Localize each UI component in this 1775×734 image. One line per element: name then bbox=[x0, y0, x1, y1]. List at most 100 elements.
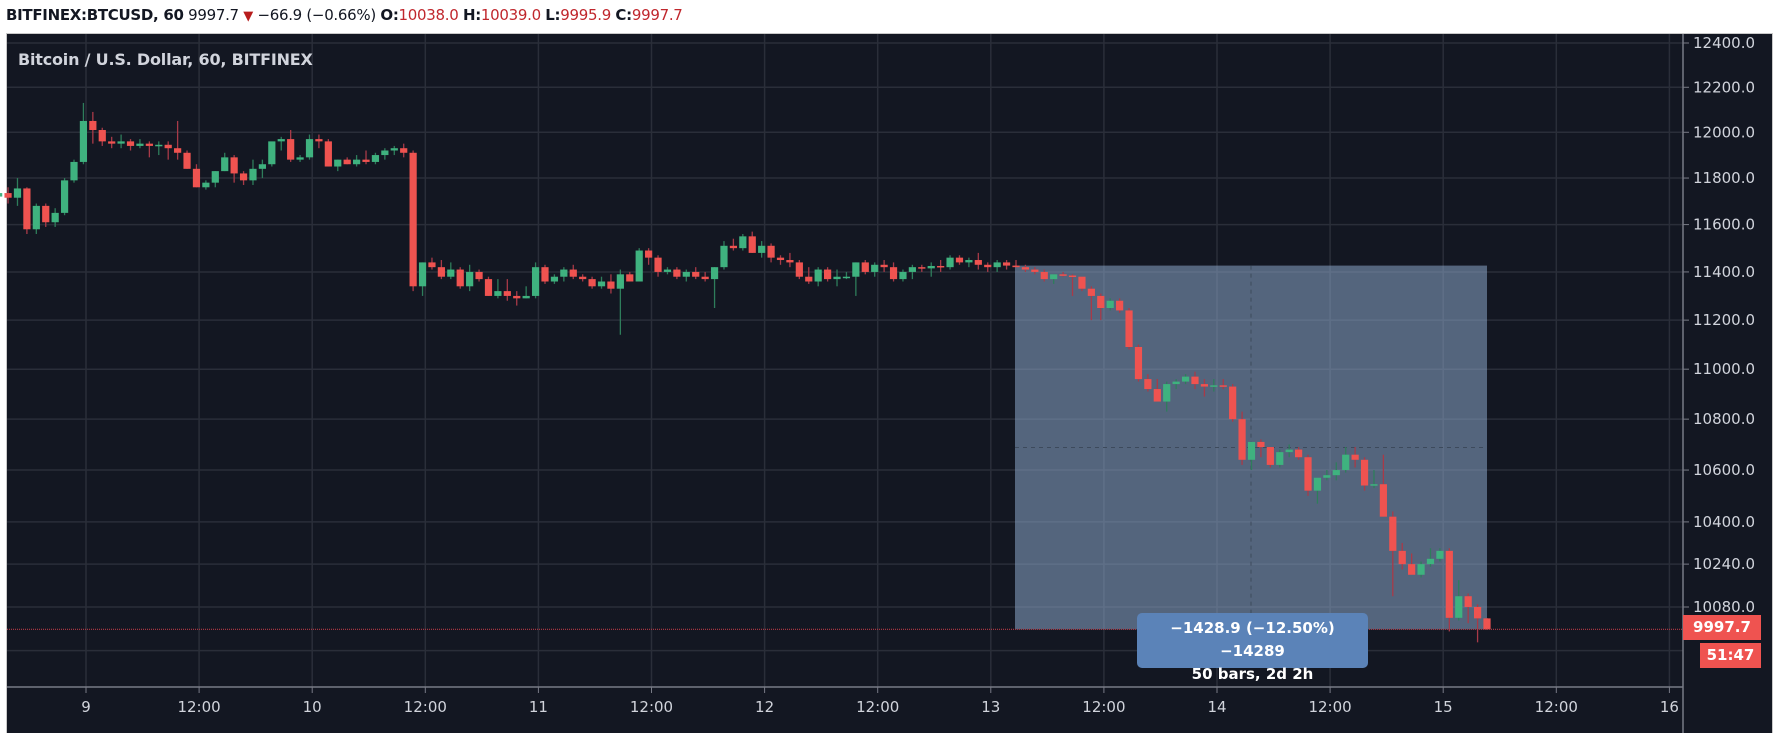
candle-down bbox=[343, 159, 351, 165]
candle-down bbox=[786, 260, 794, 263]
candle-down bbox=[400, 148, 408, 153]
y-axis-label: 12400.0 bbox=[1693, 34, 1755, 52]
candle-up bbox=[597, 281, 606, 287]
candle-up bbox=[32, 205, 40, 230]
candle-down bbox=[456, 269, 464, 287]
candle-down bbox=[1483, 618, 1491, 630]
bar-countdown-tag: 51:47 bbox=[1700, 643, 1761, 668]
candle-down bbox=[1379, 484, 1387, 517]
down-triangle-icon: ▼ bbox=[243, 9, 253, 24]
measure-tooltip: −1428.9 (−12.50%) −14289 50 bars, 2d 2h bbox=[1137, 613, 1368, 683]
candle-down bbox=[626, 274, 634, 282]
candle-up bbox=[871, 264, 879, 272]
candle-down bbox=[1012, 265, 1020, 268]
candle-down bbox=[98, 130, 106, 142]
candle-up bbox=[371, 155, 380, 162]
candle-down bbox=[145, 143, 153, 146]
candle-down bbox=[729, 245, 737, 249]
candle-up bbox=[353, 159, 361, 165]
y-axis-label: 11400.0 bbox=[1693, 263, 1755, 281]
candle-up bbox=[418, 262, 427, 287]
close-value: 9997.7 bbox=[631, 6, 683, 24]
candle-down bbox=[108, 141, 116, 144]
x-axis-label: 10 bbox=[303, 698, 322, 716]
candle-down bbox=[164, 144, 172, 149]
candle-down bbox=[805, 276, 813, 282]
candle-down bbox=[673, 269, 681, 277]
candle-down bbox=[239, 173, 248, 181]
candle-down bbox=[579, 276, 587, 280]
last-price-tag: 9997.7 bbox=[1683, 615, 1761, 640]
candle-up bbox=[1313, 477, 1322, 491]
candle-up bbox=[899, 271, 907, 280]
candle-up bbox=[1247, 441, 1256, 460]
candle-up bbox=[739, 236, 747, 249]
measure-bars: 50 bars, 2d 2h bbox=[1191, 665, 1314, 683]
candle-up bbox=[1181, 376, 1190, 382]
y-axis-label: 10600.0 bbox=[1693, 461, 1755, 479]
candle-down bbox=[192, 168, 201, 188]
last-price: 9997.7 bbox=[188, 6, 239, 24]
candle-down bbox=[692, 271, 700, 277]
candle-down bbox=[1473, 607, 1482, 619]
candle-up bbox=[842, 276, 851, 279]
candle-down bbox=[1389, 516, 1397, 551]
time-axis[interactable] bbox=[7, 687, 1683, 733]
candle-up bbox=[1332, 470, 1340, 476]
candle-down bbox=[503, 291, 511, 296]
candle-up bbox=[249, 168, 257, 181]
y-axis-label: 12200.0 bbox=[1693, 78, 1755, 96]
candle-down bbox=[437, 267, 445, 277]
measure-change: −1428.9 (−12.50%) −14289 bbox=[1170, 619, 1335, 660]
x-axis-label: 15 bbox=[1434, 698, 1453, 716]
candle-up bbox=[1276, 452, 1284, 465]
y-axis-label: 10800.0 bbox=[1693, 410, 1755, 428]
y-axis-label: 11000.0 bbox=[1693, 360, 1755, 378]
candle-up bbox=[522, 295, 530, 299]
symbol-legend: BITFINEX:BTCUSD, 60 9997.7 ▼ −66.9 (−0.6… bbox=[6, 2, 683, 28]
symbol-name[interactable]: BITFINEX:BTCUSD, 60 bbox=[6, 6, 184, 24]
candle-up bbox=[1455, 596, 1463, 618]
candle-up bbox=[993, 262, 1001, 268]
candle-down bbox=[918, 267, 926, 269]
candle-down bbox=[1360, 459, 1369, 486]
candle-down bbox=[1445, 550, 1453, 618]
candle-up bbox=[334, 159, 342, 167]
candle-up bbox=[0, 193, 3, 197]
y-axis-label: 12000.0 bbox=[1693, 123, 1755, 141]
x-axis-label: 14 bbox=[1207, 698, 1226, 716]
x-axis-label: 12:00 bbox=[630, 698, 673, 716]
candle-up bbox=[560, 269, 568, 277]
candle-up bbox=[531, 267, 540, 296]
candle-down bbox=[1097, 295, 1105, 309]
candle-down bbox=[1219, 385, 1227, 387]
x-axis-label: 16 bbox=[1660, 698, 1679, 716]
candle-up bbox=[550, 276, 559, 282]
open-label: O: bbox=[380, 6, 399, 24]
candle-up bbox=[1417, 564, 1425, 575]
high-label: H: bbox=[462, 6, 481, 24]
candle-down bbox=[955, 257, 964, 263]
candle-down bbox=[1191, 376, 1199, 385]
x-axis-label: 12:00 bbox=[177, 698, 220, 716]
candle-down bbox=[984, 264, 992, 268]
candle-down bbox=[569, 269, 577, 277]
candle-down bbox=[541, 267, 549, 282]
candle-down bbox=[1266, 447, 1274, 465]
candle-down bbox=[1464, 596, 1472, 607]
candle-up bbox=[635, 250, 643, 282]
candle-up bbox=[70, 161, 78, 181]
candle-up bbox=[79, 120, 88, 162]
candle-up bbox=[908, 267, 916, 272]
candle-up bbox=[814, 269, 822, 282]
candle-up bbox=[51, 212, 59, 223]
open-value: 10038.0 bbox=[398, 6, 459, 24]
low-value: 9995.9 bbox=[560, 6, 611, 24]
candle-up bbox=[1285, 449, 1293, 453]
candle-up bbox=[466, 271, 474, 287]
candle-up bbox=[1210, 385, 1218, 387]
candle-down bbox=[484, 279, 493, 296]
candle-down bbox=[1031, 269, 1039, 272]
candle-up bbox=[1370, 484, 1378, 486]
